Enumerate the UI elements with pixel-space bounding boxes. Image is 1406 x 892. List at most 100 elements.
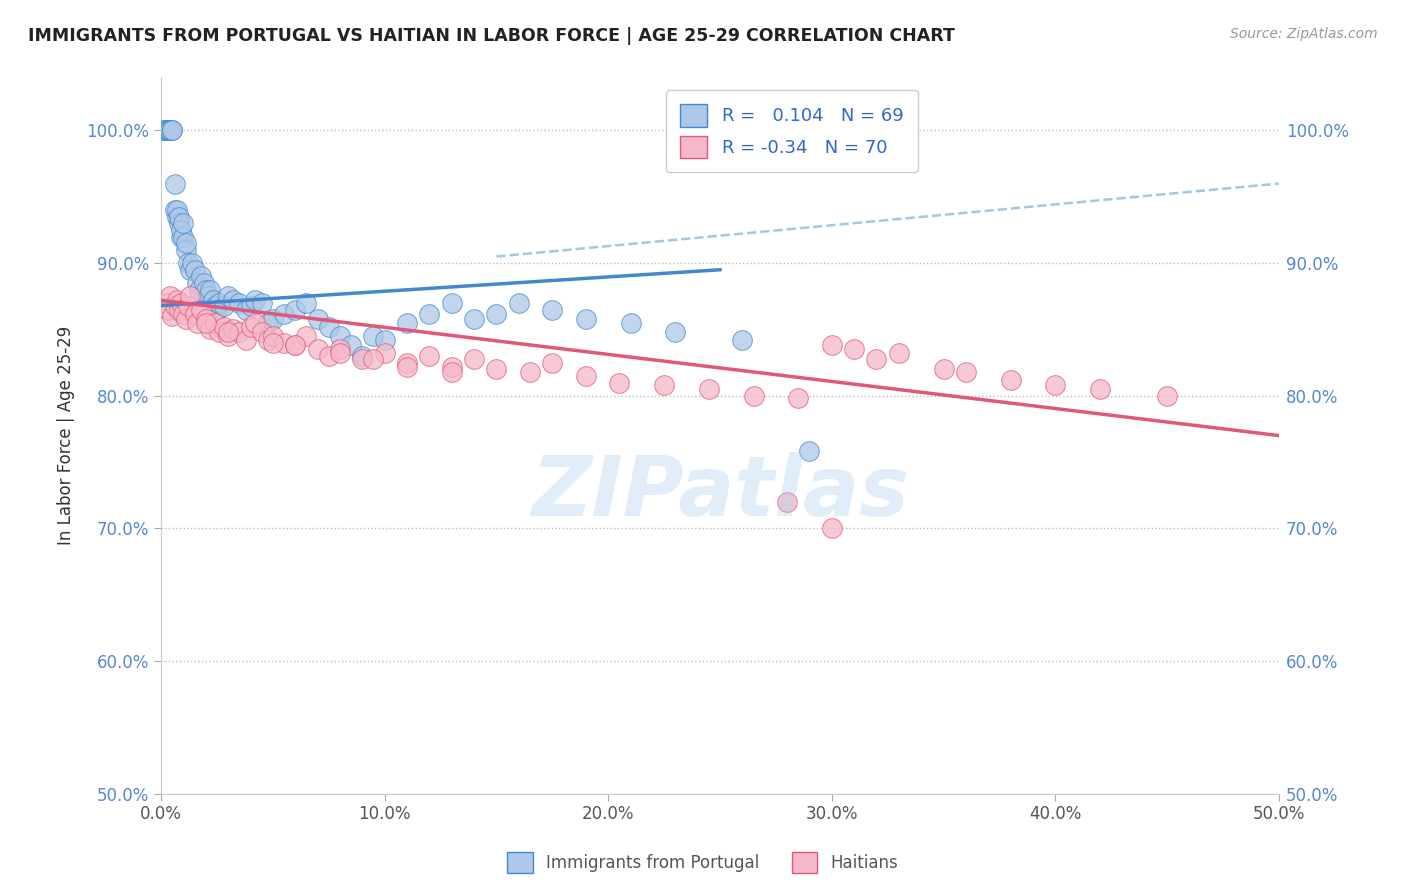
Point — [208, 325, 231, 339]
Point — [243, 316, 266, 330]
Point — [162, 123, 184, 137]
Point — [163, 299, 186, 313]
Point — [519, 365, 541, 379]
Point — [188, 283, 211, 297]
Point — [284, 338, 307, 352]
Point — [239, 299, 262, 313]
Point — [228, 296, 250, 310]
Point — [183, 306, 205, 320]
Point — [1045, 378, 1067, 392]
Point — [194, 283, 217, 297]
Point — [257, 316, 280, 330]
Point — [440, 296, 463, 310]
Point — [197, 289, 219, 303]
Point — [156, 123, 179, 137]
Point — [228, 325, 250, 339]
Point — [395, 316, 418, 330]
Point — [205, 302, 228, 317]
Point — [235, 302, 257, 317]
Point — [329, 329, 352, 343]
Point — [152, 123, 174, 137]
Point — [652, 378, 675, 392]
Point — [329, 346, 352, 360]
Point — [239, 319, 262, 334]
Point — [217, 289, 239, 303]
Point — [201, 293, 224, 308]
Point — [742, 389, 765, 403]
Legend: Immigrants from Portugal, Haitians: Immigrants from Portugal, Haitians — [501, 846, 905, 880]
Point — [170, 223, 193, 237]
Point — [787, 392, 810, 406]
Point — [575, 368, 598, 383]
Point — [221, 322, 243, 336]
Point — [257, 333, 280, 347]
Point — [174, 236, 197, 251]
Point — [235, 333, 257, 347]
Point — [887, 346, 910, 360]
Point — [250, 325, 273, 339]
Point — [243, 293, 266, 308]
Point — [250, 296, 273, 310]
Point — [541, 356, 564, 370]
Point — [159, 123, 181, 137]
Point — [163, 177, 186, 191]
Point — [179, 262, 201, 277]
Point — [166, 203, 188, 218]
Point — [204, 316, 226, 330]
Point — [284, 338, 307, 352]
Point — [221, 293, 243, 308]
Point — [1088, 382, 1111, 396]
Point — [609, 376, 631, 390]
Point — [485, 362, 508, 376]
Point — [172, 229, 194, 244]
Point — [262, 311, 284, 326]
Point — [217, 325, 239, 339]
Point — [575, 311, 598, 326]
Point — [395, 359, 418, 374]
Point — [374, 346, 396, 360]
Point — [170, 229, 193, 244]
Point — [262, 335, 284, 350]
Point — [181, 256, 204, 270]
Point — [217, 329, 239, 343]
Legend: R =   0.104   N = 69, R = -0.34   N = 70: R = 0.104 N = 69, R = -0.34 N = 70 — [665, 90, 918, 172]
Point — [194, 316, 217, 330]
Text: Source: ZipAtlas.com: Source: ZipAtlas.com — [1230, 27, 1378, 41]
Point — [172, 216, 194, 230]
Point — [799, 444, 821, 458]
Point — [273, 306, 295, 320]
Point — [440, 359, 463, 374]
Point — [395, 356, 418, 370]
Point — [318, 349, 340, 363]
Point — [664, 325, 686, 339]
Point — [156, 302, 179, 317]
Point — [318, 319, 340, 334]
Point — [174, 311, 197, 326]
Point — [541, 302, 564, 317]
Point — [295, 329, 318, 343]
Point — [167, 302, 190, 317]
Point — [440, 365, 463, 379]
Y-axis label: In Labor Force | Age 25-29: In Labor Force | Age 25-29 — [58, 326, 75, 545]
Point — [159, 123, 181, 137]
Point — [212, 299, 235, 313]
Text: ZIPatlas: ZIPatlas — [531, 452, 908, 533]
Point — [463, 311, 485, 326]
Point — [363, 329, 385, 343]
Point — [166, 293, 188, 308]
Point — [619, 316, 641, 330]
Point — [955, 365, 977, 379]
Point — [212, 319, 235, 334]
Point — [167, 216, 190, 230]
Point — [731, 333, 754, 347]
Point — [170, 296, 193, 310]
Point — [418, 306, 440, 320]
Point — [167, 210, 190, 224]
Text: IMMIGRANTS FROM PORTUGAL VS HAITIAN IN LABOR FORCE | AGE 25-29 CORRELATION CHART: IMMIGRANTS FROM PORTUGAL VS HAITIAN IN L… — [28, 27, 955, 45]
Point — [307, 343, 329, 357]
Point — [865, 351, 887, 366]
Point — [374, 333, 396, 347]
Point — [174, 243, 197, 257]
Point — [186, 316, 208, 330]
Point — [183, 262, 205, 277]
